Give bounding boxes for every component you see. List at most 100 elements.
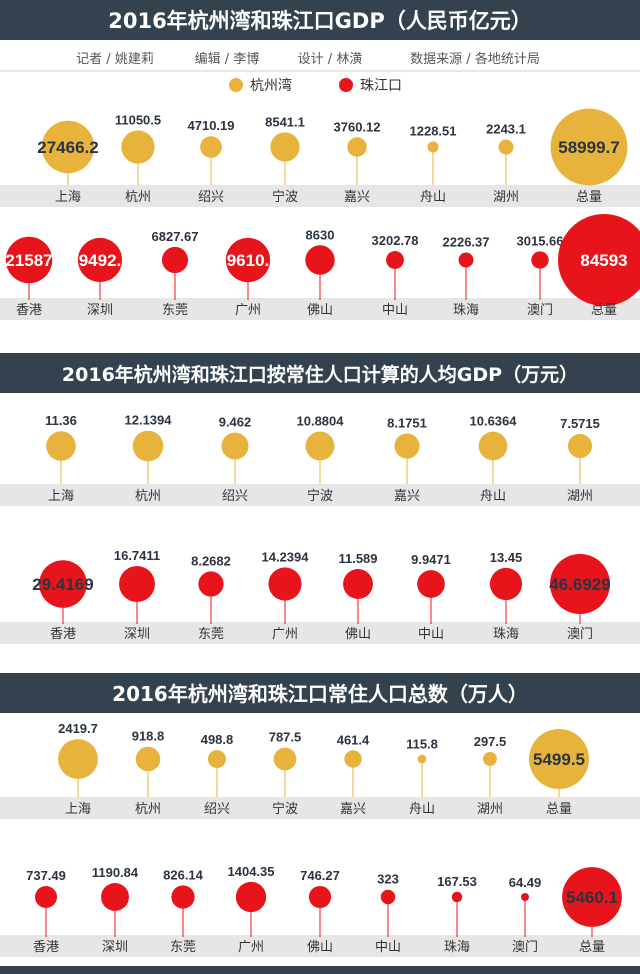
header-bar-population [0,673,640,713]
data-bubble [478,431,508,461]
value-label: 2243.1 [486,122,526,137]
data-bubble [35,886,57,908]
data-bubble [135,746,161,772]
legend-swatch-pearl [339,78,353,92]
value-label: 10.6364 [470,414,518,429]
data-bubble [41,120,95,174]
category-label: 中山 [418,627,444,642]
data-bubble [417,570,445,598]
value-label: 737.49 [26,868,66,883]
chart-marks: 27466.2 上海 11050.5 杭州 4710.19 绍兴 8541.1 宁波 3760.… [0,108,640,957]
category-label: 珠海 [493,627,519,642]
category-label: 上海 [55,190,81,205]
value-label: 10.8804 [297,414,345,429]
category-label: 总量 [576,190,602,205]
category-label: 宁波 [272,801,298,817]
category-label: 佛山 [307,303,333,318]
value-label: 21587 [5,251,52,270]
data-bubble [77,237,123,283]
value-label: 8541.1 [265,114,305,129]
data-bubble [427,141,439,153]
data-bubble [273,747,297,771]
value-label: 14.2394 [262,549,310,564]
data-bubble [451,891,463,903]
category-label: 澳门 [527,302,553,318]
value-label: 5460.1 [566,888,618,907]
category-label: 澳门 [567,626,593,642]
category-label: 总量 [591,303,617,318]
category-label: 澳门 [512,939,538,955]
data-bubble [121,130,155,164]
category-label: 绍兴 [222,489,248,504]
value-label: 29.4169 [32,575,93,594]
category-label: 东莞 [170,940,196,955]
data-bubble [308,885,332,909]
value-label: 11.589 [338,551,377,566]
data-bubble [550,554,610,614]
category-label: 绍兴 [198,190,224,205]
legend-label-pearl: 珠江口 [360,78,402,94]
category-label: 广州 [235,303,261,318]
category-strip [0,622,640,644]
data-bubble [347,137,367,157]
category-label: 杭州 [135,802,161,817]
value-label: 1190.84 [92,865,139,880]
category-label: 东莞 [162,303,188,318]
category-label: 总量 [546,802,572,817]
category-label: 佛山 [307,940,333,955]
value-label: 11.36 [45,413,77,428]
legend-label-hangzhou: 杭州湾 [250,77,292,94]
category-label: 上海 [65,802,91,817]
data-bubble [458,252,474,268]
title-per-capita: 2016年杭州湾和珠江口按常住人口计算的人均GDP（万元） [62,363,578,386]
data-bubble [161,246,189,274]
category-label: 嘉兴 [344,190,370,205]
value-label: 7.5715 [560,416,600,431]
title-gdp: 2016年杭州湾和珠江口GDP（人民币亿元） [108,9,532,33]
value-label: 461.4 [337,732,370,747]
credit-source: 数据来源 / 各地统计局 [410,51,540,67]
category-label: 舟山 [420,190,446,205]
legend-swatch-hangzhou [229,78,243,92]
value-label: 1228.51 [410,123,457,138]
value-label: 115.8 [406,737,438,752]
value-label: 5499.5 [533,750,585,769]
value-label: 58999.7 [558,138,619,157]
data-bubble [221,432,249,460]
chart-2-series-1: 11.36 上海 12.1394 杭州 9.462 绍兴 10.8804 宁波 8.1751 嘉兴… [0,413,640,506]
category-label: 广州 [238,940,264,955]
value-label: 167.53 [437,874,477,889]
value-label: 297.5 [474,734,507,749]
value-label: 918.8 [132,729,165,744]
value-label: 746.27 [300,868,340,883]
category-label: 东莞 [198,627,224,642]
chart-3-series-2: 737.49 香港 1190.84 深圳 826.14 东莞 1404.35 广州 746.27… [0,864,640,957]
category-label: 舟山 [409,802,435,817]
category-label: 珠海 [444,940,470,955]
value-label: 498.8 [201,732,234,747]
value-label: 3760.12 [334,119,381,134]
category-label: 宁波 [272,189,298,205]
chart-2-series-2: 29.4169 香港 16.7411 深圳 8.2682 东莞 14.2394 广州 11.58… [0,548,640,644]
category-label: 深圳 [87,303,113,318]
data-bubble [550,108,628,186]
value-label: 787.5 [269,730,302,745]
value-label: 2419.7 [58,721,98,736]
category-label: 湖州 [477,802,503,817]
header-bar-per-capita [0,353,640,393]
value-label: 4710.19 [188,118,235,133]
category-label: 杭州 [135,489,161,504]
data-bubble [417,754,427,764]
value-label: 19492.6 [69,251,130,270]
data-bubble [200,136,222,158]
category-label: 杭州 [125,190,151,205]
value-label: 46.6929 [549,575,610,594]
category-label: 深圳 [124,627,150,642]
data-bubble [305,431,335,461]
data-bubble [531,251,549,269]
category-label: 湖州 [567,489,593,504]
category-label: 湖州 [493,190,519,205]
data-bubble [198,571,224,597]
category-label: 上海 [48,489,74,504]
header-bar-gdp [0,0,640,40]
